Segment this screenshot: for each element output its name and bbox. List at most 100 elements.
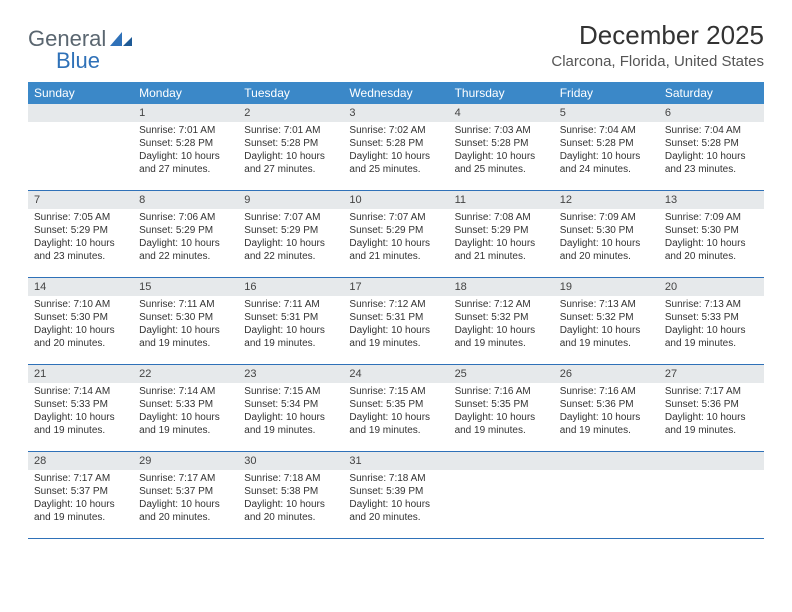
sunset-line: Sunset: 5:28 PM [665,137,758,150]
day-details: Sunrise: 7:07 AMSunset: 5:29 PMDaylight:… [343,209,448,267]
weekday-header-row: SundayMondayTuesdayWednesdayThursdayFrid… [28,82,764,104]
sunrise-line: Sunrise: 7:17 AM [665,385,758,398]
day-details: Sunrise: 7:03 AMSunset: 5:28 PMDaylight:… [449,122,554,180]
day-details: Sunrise: 7:09 AMSunset: 5:30 PMDaylight:… [659,209,764,267]
day-number: 27 [659,365,764,383]
calendar-day-cell [28,104,133,190]
day-details: Sunrise: 7:17 AMSunset: 5:36 PMDaylight:… [659,383,764,441]
calendar-day-cell: 6Sunrise: 7:04 AMSunset: 5:28 PMDaylight… [659,104,764,190]
day-number: 7 [28,191,133,209]
sunset-line: Sunset: 5:37 PM [139,485,232,498]
calendar-day-cell: 24Sunrise: 7:15 AMSunset: 5:35 PMDayligh… [343,365,448,451]
daylight-line: Daylight: 10 hours and 27 minutes. [244,150,337,176]
day-number: 4 [449,104,554,122]
weekday-header: Saturday [659,82,764,104]
sunrise-line: Sunrise: 7:15 AM [349,385,442,398]
sunrise-line: Sunrise: 7:14 AM [34,385,127,398]
calendar-day-cell: 17Sunrise: 7:12 AMSunset: 5:31 PMDayligh… [343,278,448,364]
sunrise-line: Sunrise: 7:04 AM [665,124,758,137]
weekday-header: Sunday [28,82,133,104]
sunset-line: Sunset: 5:29 PM [139,224,232,237]
daylight-line: Daylight: 10 hours and 19 minutes. [34,498,127,524]
day-details: Sunrise: 7:15 AMSunset: 5:34 PMDaylight:… [238,383,343,441]
day-details: Sunrise: 7:13 AMSunset: 5:32 PMDaylight:… [554,296,659,354]
daylight-line: Daylight: 10 hours and 19 minutes. [455,411,548,437]
day-details: Sunrise: 7:14 AMSunset: 5:33 PMDaylight:… [28,383,133,441]
daylight-line: Daylight: 10 hours and 24 minutes. [560,150,653,176]
day-number: 1 [133,104,238,122]
sunset-line: Sunset: 5:33 PM [665,311,758,324]
sunrise-line: Sunrise: 7:17 AM [34,472,127,485]
sunrise-line: Sunrise: 7:09 AM [665,211,758,224]
day-details: Sunrise: 7:12 AMSunset: 5:32 PMDaylight:… [449,296,554,354]
day-details: Sunrise: 7:06 AMSunset: 5:29 PMDaylight:… [133,209,238,267]
calendar-day-cell: 29Sunrise: 7:17 AMSunset: 5:37 PMDayligh… [133,452,238,538]
calendar-day-cell: 1Sunrise: 7:01 AMSunset: 5:28 PMDaylight… [133,104,238,190]
day-details: Sunrise: 7:15 AMSunset: 5:35 PMDaylight:… [343,383,448,441]
sunset-line: Sunset: 5:35 PM [349,398,442,411]
day-details: Sunrise: 7:12 AMSunset: 5:31 PMDaylight:… [343,296,448,354]
day-details: Sunrise: 7:14 AMSunset: 5:33 PMDaylight:… [133,383,238,441]
day-details: Sunrise: 7:11 AMSunset: 5:31 PMDaylight:… [238,296,343,354]
daylight-line: Daylight: 10 hours and 20 minutes. [244,498,337,524]
sunset-line: Sunset: 5:36 PM [665,398,758,411]
daylight-line: Daylight: 10 hours and 25 minutes. [349,150,442,176]
logo: GeneralBlue [28,20,134,74]
day-details: Sunrise: 7:18 AMSunset: 5:38 PMDaylight:… [238,470,343,528]
daylight-line: Daylight: 10 hours and 21 minutes. [455,237,548,263]
sunset-line: Sunset: 5:31 PM [244,311,337,324]
day-number: 19 [554,278,659,296]
sunrise-line: Sunrise: 7:16 AM [455,385,548,398]
weekday-header: Tuesday [238,82,343,104]
daylight-line: Daylight: 10 hours and 19 minutes. [139,411,232,437]
day-number: 14 [28,278,133,296]
daylight-line: Daylight: 10 hours and 19 minutes. [560,411,653,437]
calendar-day-cell: 5Sunrise: 7:04 AMSunset: 5:28 PMDaylight… [554,104,659,190]
calendar-day-cell: 9Sunrise: 7:07 AMSunset: 5:29 PMDaylight… [238,191,343,277]
sunrise-line: Sunrise: 7:01 AM [139,124,232,137]
sunset-line: Sunset: 5:29 PM [349,224,442,237]
daylight-line: Daylight: 10 hours and 22 minutes. [244,237,337,263]
calendar-day-cell: 30Sunrise: 7:18 AMSunset: 5:38 PMDayligh… [238,452,343,538]
sunset-line: Sunset: 5:28 PM [455,137,548,150]
sunrise-line: Sunrise: 7:12 AM [349,298,442,311]
day-details: Sunrise: 7:02 AMSunset: 5:28 PMDaylight:… [343,122,448,180]
calendar-week-row: 7Sunrise: 7:05 AMSunset: 5:29 PMDaylight… [28,191,764,278]
calendar-day-cell [659,452,764,538]
calendar-day-cell: 7Sunrise: 7:05 AMSunset: 5:29 PMDaylight… [28,191,133,277]
calendar-week-row: 21Sunrise: 7:14 AMSunset: 5:33 PMDayligh… [28,365,764,452]
day-details: Sunrise: 7:11 AMSunset: 5:30 PMDaylight:… [133,296,238,354]
day-number: 25 [449,365,554,383]
calendar-day-cell: 2Sunrise: 7:01 AMSunset: 5:28 PMDaylight… [238,104,343,190]
calendar-day-cell: 25Sunrise: 7:16 AMSunset: 5:35 PMDayligh… [449,365,554,451]
daylight-line: Daylight: 10 hours and 19 minutes. [665,411,758,437]
calendar-day-cell: 31Sunrise: 7:18 AMSunset: 5:39 PMDayligh… [343,452,448,538]
daylight-line: Daylight: 10 hours and 20 minutes. [665,237,758,263]
sunrise-line: Sunrise: 7:18 AM [349,472,442,485]
calendar-day-cell: 19Sunrise: 7:13 AMSunset: 5:32 PMDayligh… [554,278,659,364]
day-number: 20 [659,278,764,296]
day-details: Sunrise: 7:05 AMSunset: 5:29 PMDaylight:… [28,209,133,267]
sunrise-line: Sunrise: 7:04 AM [560,124,653,137]
day-details: Sunrise: 7:16 AMSunset: 5:35 PMDaylight:… [449,383,554,441]
day-number: 22 [133,365,238,383]
logo-sail-icon [108,30,134,48]
sunrise-line: Sunrise: 7:06 AM [139,211,232,224]
day-details: Sunrise: 7:13 AMSunset: 5:33 PMDaylight:… [659,296,764,354]
calendar-day-cell: 21Sunrise: 7:14 AMSunset: 5:33 PMDayligh… [28,365,133,451]
sunrise-line: Sunrise: 7:16 AM [560,385,653,398]
calendar-day-cell: 22Sunrise: 7:14 AMSunset: 5:33 PMDayligh… [133,365,238,451]
empty-day-band [28,104,133,122]
sunset-line: Sunset: 5:30 PM [139,311,232,324]
daylight-line: Daylight: 10 hours and 19 minutes. [34,411,127,437]
sunset-line: Sunset: 5:35 PM [455,398,548,411]
sunrise-line: Sunrise: 7:18 AM [244,472,337,485]
day-number: 8 [133,191,238,209]
weekday-header: Monday [133,82,238,104]
sunset-line: Sunset: 5:29 PM [244,224,337,237]
day-number: 10 [343,191,448,209]
day-details: Sunrise: 7:08 AMSunset: 5:29 PMDaylight:… [449,209,554,267]
sunset-line: Sunset: 5:37 PM [34,485,127,498]
day-number: 18 [449,278,554,296]
sunrise-line: Sunrise: 7:14 AM [139,385,232,398]
